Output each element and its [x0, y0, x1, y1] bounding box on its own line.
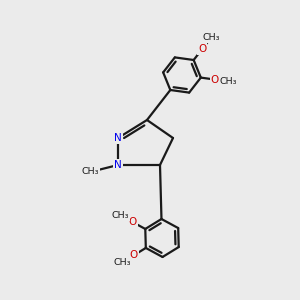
Text: CH₃: CH₃	[81, 167, 99, 176]
Text: N: N	[114, 160, 122, 170]
Text: CH₃: CH₃	[220, 77, 237, 86]
Text: N: N	[114, 133, 122, 143]
Text: O: O	[130, 250, 138, 260]
Text: O: O	[129, 217, 137, 227]
Text: O: O	[198, 44, 206, 54]
Text: CH₃: CH₃	[113, 258, 131, 267]
Text: CH₃: CH₃	[202, 33, 220, 42]
Text: CH₃: CH₃	[112, 211, 129, 220]
Text: O: O	[211, 74, 219, 85]
